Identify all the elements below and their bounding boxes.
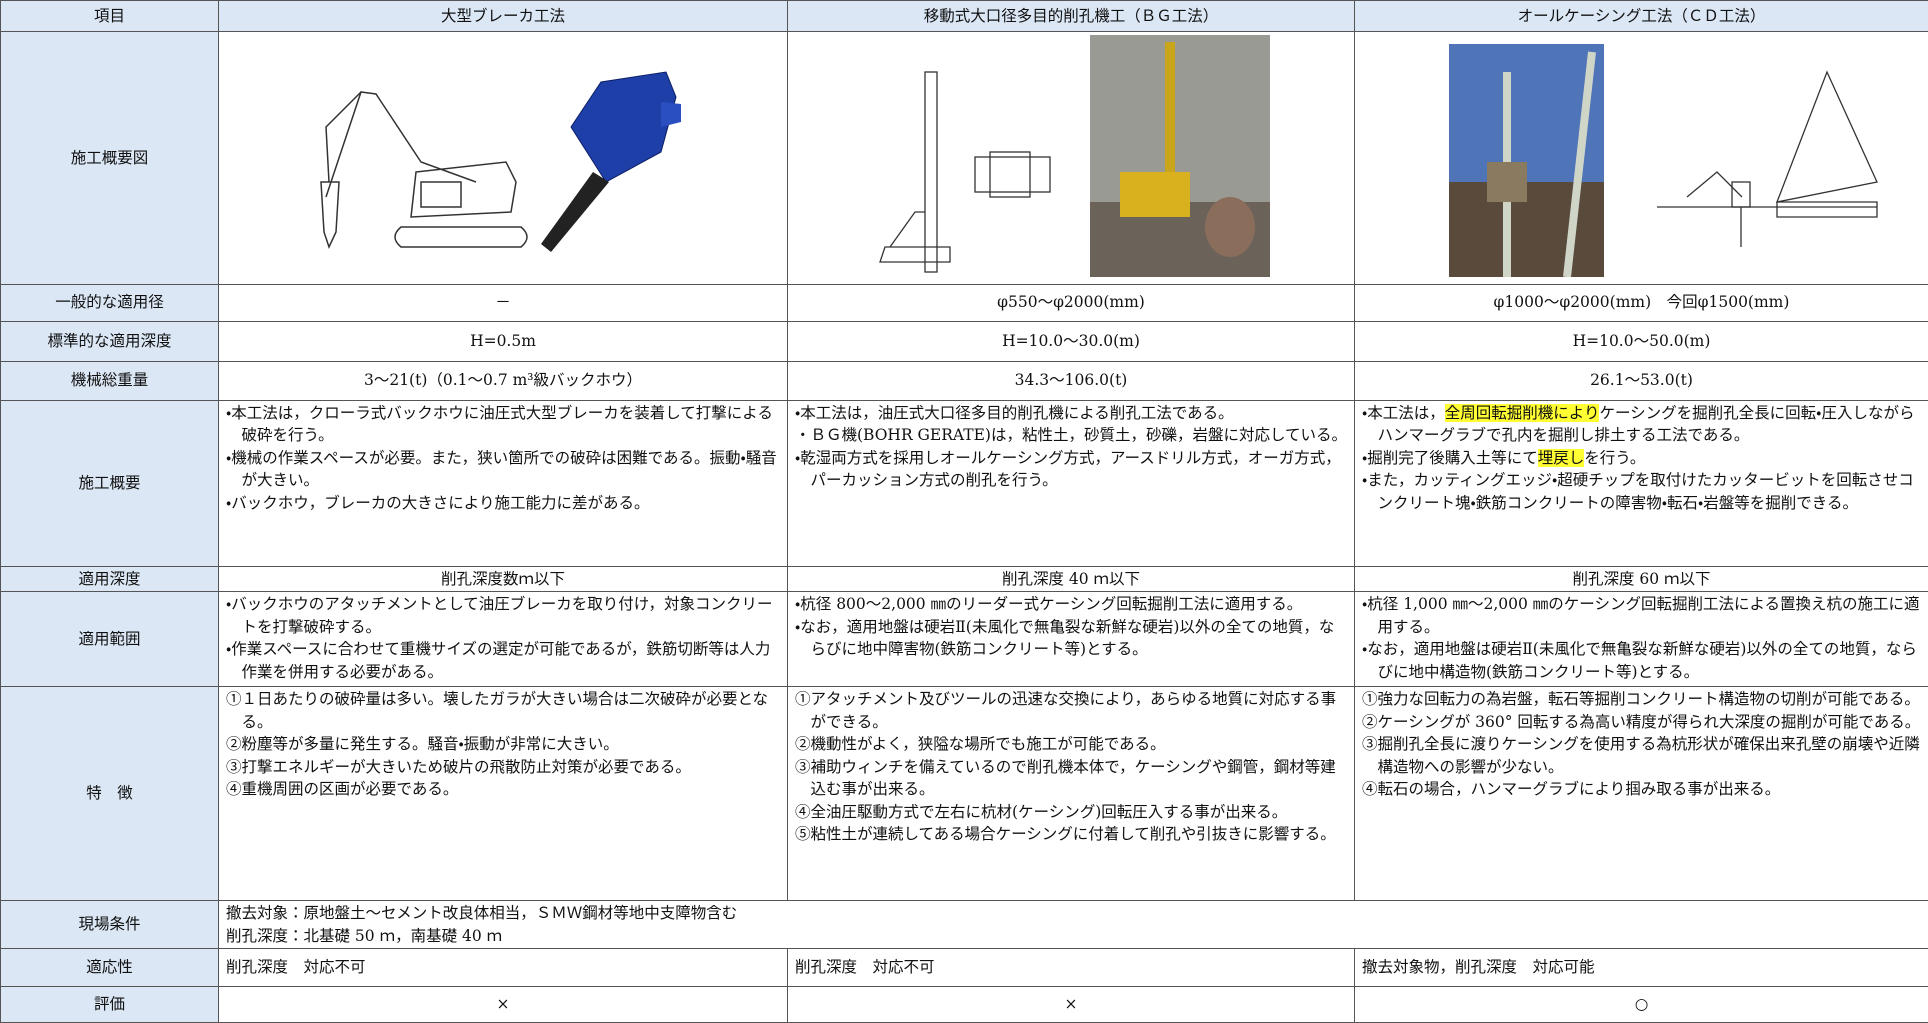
list-item: ・乾湿両方式を採用しオールケーシング方式，アースドリル方式，オーガ方式，パーカッ… (795, 447, 1347, 492)
list-item: ①強力な回転力の為岩盤，転石等掘削コンクリート構造物の切削が可能である。 (1362, 688, 1921, 711)
table-row: 評価××○ (1, 987, 1928, 1023)
cell: ・バックホウのアタッチメントとして油圧ブレーカを取り付け，対象コンクリートを打撃… (219, 592, 788, 687)
list-item: ・杭径 1,000 ㎜～2,000 ㎜のケーシング回転掘削工法による置換え杭の施… (1362, 593, 1921, 638)
list-item: ①１日あたりの破砕量は多い。壊したガラが大きい場合は二次破砕が必要となる。 (226, 688, 780, 733)
cell: 34.3～106.0(t) (788, 361, 1355, 400)
cell: ①アタッチメント及びツールの迅速な交換により，あらゆる地質に対応する事ができる。… (788, 687, 1355, 901)
list-item: ④重機周囲の区画が必要である。 (226, 778, 780, 801)
row-label: 施工概要図 (1, 32, 219, 285)
cell: φ550～φ2000(mm) (788, 284, 1355, 321)
row-label: 特 徴 (1, 687, 219, 901)
cell: ・杭径 1,000 ㎜～2,000 ㎜のケーシング回転掘削工法による置換え杭の施… (1355, 592, 1928, 687)
list-item: ・バックホウ，ブレーカの大きさにより施工能力に差がある。 (226, 492, 780, 515)
text-segment: を行う。 (1584, 449, 1645, 467)
list-item: ・ＢＧ機(BOHR GERATE)は，粘性土，砂質土，砂礫，岩盤に対応している。 (795, 424, 1347, 447)
list-item: ・作業スペースに合わせて重機サイズの選定が可能であるが，鉄筋切断等は人力作業を併… (226, 638, 780, 683)
row-label: 一般的な適用径 (1, 284, 219, 321)
list-item: ②粉塵等が多量に発生する。騒音・振動が非常に大きい。 (226, 733, 780, 756)
list-item: ③打撃エネルギーが大きいため破片の飛散防止対策が必要である。 (226, 756, 780, 779)
cell: ①１日あたりの破砕量は多い。壊したガラが大きい場合は二次破砕が必要となる。②粉塵… (219, 687, 788, 901)
highlighted-text: 埋戻し (1538, 449, 1585, 467)
list-item: ・なお，適用地盤は硬岩Ⅱ(未風化で無亀裂な新鮮な硬岩)以外の全ての地質，ならびに… (795, 616, 1347, 661)
header-cell: 大型ブレーカ工法 (219, 1, 788, 32)
cell: H=10.0～50.0(m) (1355, 321, 1928, 361)
cell: ・本工法は，クローラ式バックホウに油圧式大型ブレーカを装着して打撃による破砕を行… (219, 400, 788, 566)
row-label: 評価 (1, 987, 219, 1023)
list-item: ⑤粘性土が連続してある場合ケーシングに付着して削孔や引抜きに影響する。 (795, 823, 1347, 846)
cell: 削孔深度 対応不可 (788, 949, 1355, 987)
list-item: ④全油圧駆動方式で左右に杭材(ケーシング)回転圧入する事が出来る。 (795, 801, 1347, 824)
table-row: 一般的な適用径－φ550～φ2000(mm)φ1000～φ2000(mm) 今回… (1, 284, 1928, 321)
cell: ○ (1355, 987, 1928, 1023)
row-label: 適用範囲 (1, 592, 219, 687)
cell: － (219, 284, 788, 321)
cell: H=0.5m (219, 321, 788, 361)
cell: φ1000～φ2000(mm) 今回φ1500(mm) (1355, 284, 1928, 321)
cell: 撤去対象物，削孔深度 対応可能 (1355, 949, 1928, 987)
cell: 3～21(t)（0.1～0.7 m³級バックホウ） (219, 361, 788, 400)
list-item: ・バックホウのアタッチメントとして油圧ブレーカを取り付け，対象コンクリートを打撃… (226, 593, 780, 638)
row-label: 機械総重量 (1, 361, 219, 400)
row-label: 適用深度 (1, 566, 219, 592)
list-item: ③掘削孔全長に渡りケーシングを使用する為杭形状が確保出来孔壁の崩壊や近隣構造物へ… (1362, 733, 1921, 778)
list-item: ・掘削完了後購入土等にて埋戻しを行う。 (1362, 447, 1921, 470)
header-cell: 移動式大口径多目的削孔機工（ＢＧ工法） (788, 1, 1355, 32)
cell: ①強力な回転力の為岩盤，転石等掘削コンクリート構造物の切削が可能である。②ケーシ… (1355, 687, 1928, 901)
cell: ・本工法は，全周回転掘削機によりケーシングを掘削孔全長に回転・圧入しながらハンマ… (1355, 400, 1928, 566)
cell: 撤去対象：原地盤土～セメント改良体相当，ＳＭＷ鋼材等地中支障物含む削孔深度：北基… (219, 901, 1928, 949)
cell: × (219, 987, 788, 1023)
list-item: ・本工法は，全周回転掘削機によりケーシングを掘削孔全長に回転・圧入しながらハンマ… (1362, 402, 1921, 447)
row-label: 適応性 (1, 949, 219, 987)
list-item: ・本工法は，クローラ式バックホウに油圧式大型ブレーカを装着して打撃による破砕を行… (226, 402, 780, 447)
text-segment: ・掘削完了後購入土等にて (1362, 449, 1538, 467)
illustration-cell (788, 32, 1355, 285)
illustration-cell (219, 32, 788, 285)
table-row: 適用範囲・バックホウのアタッチメントとして油圧ブレーカを取り付け，対象コンクリー… (1, 592, 1928, 687)
row-label: 現場条件 (1, 901, 219, 949)
cell: 削孔深度 対応不可 (219, 949, 788, 987)
table-row: 適用深度削孔深度数ｍ以下削孔深度 40 ｍ以下削孔深度 60 ｍ以下 (1, 566, 1928, 592)
table-row: 施工概要図 (1, 32, 1928, 285)
header-cell: 項目 (1, 1, 219, 32)
bg-illustration (790, 32, 1353, 277)
table-row: 現場条件撤去対象：原地盤土～セメント改良体相当，ＳＭＷ鋼材等地中支障物含む削孔深… (1, 901, 1928, 949)
cell: H=10.0～30.0(m) (788, 321, 1355, 361)
list-item: 削孔深度：北基礎 50 ｍ，南基礎 40 ｍ (226, 925, 1921, 948)
header-row: 項目大型ブレーカ工法移動式大口径多目的削孔機工（ＢＧ工法）オールケーシング工法（… (1, 1, 1928, 32)
illustration-cell (1355, 32, 1928, 285)
cell: 26.1～53.0(t) (1355, 361, 1928, 400)
list-item: ・機械の作業スペースが必要。また，狭い箇所での破砕は困難である。振動・騒音が大き… (226, 447, 780, 492)
table-row: 施工概要・本工法は，クローラ式バックホウに油圧式大型ブレーカを装着して打撃による… (1, 400, 1928, 566)
list-item: ・なお，適用地盤は硬岩Ⅱ(未風化で無亀裂な新鮮な硬岩)以外の全ての地質，ならびに… (1362, 638, 1921, 683)
list-item: ①アタッチメント及びツールの迅速な交換により，あらゆる地質に対応する事ができる。 (795, 688, 1347, 733)
cell: 削孔深度数ｍ以下 (219, 566, 788, 592)
list-item: ・本工法は，油圧式大口径多目的削孔機による削孔工法である。 (795, 402, 1347, 425)
cell: ・本工法は，油圧式大口径多目的削孔機による削孔工法である。・ＢＧ機(BOHR G… (788, 400, 1355, 566)
list-item: ・また，カッティングエッジ・超硬チップを取付けたカッタービットを回転させコンクリ… (1362, 469, 1921, 514)
list-item: 撤去対象：原地盤土～セメント改良体相当，ＳＭＷ鋼材等地中支障物含む (226, 902, 1921, 925)
cell: 削孔深度 60 ｍ以下 (1355, 566, 1928, 592)
table-row: 適応性削孔深度 対応不可削孔深度 対応不可撤去対象物，削孔深度 対応可能 (1, 949, 1928, 987)
row-label: 施工概要 (1, 400, 219, 566)
header-cell: オールケーシング工法（ＣＤ工法） (1355, 1, 1928, 32)
list-item: ③補助ウィンチを備えているので削孔機本体で，ケーシングや鋼管，鋼材等建込む事が出… (795, 756, 1347, 801)
cell: × (788, 987, 1355, 1023)
list-item: ④転石の場合，ハンマーグラブにより掴み取る事が出来る。 (1362, 778, 1921, 801)
breaker-illustration (221, 32, 786, 277)
list-item: ・杭径 800～2,000 ㎜のリーダー式ケーシング回転掘削工法に適用する。 (795, 593, 1347, 616)
list-item: ②機動性がよく，狭隘な場所でも施工が可能である。 (795, 733, 1347, 756)
cell: 削孔深度 40 ｍ以下 (788, 566, 1355, 592)
row-label: 標準的な適用深度 (1, 321, 219, 361)
text-segment: ・本工法は， (1362, 404, 1445, 422)
list-item: ②ケーシングが 360° 回転する為高い精度が得られ大深度の掘削が可能である。 (1362, 711, 1921, 734)
highlighted-text: 全周回転掘削機により (1445, 404, 1600, 422)
cell: ・杭径 800～2,000 ㎜のリーダー式ケーシング回転掘削工法に適用する。・な… (788, 592, 1355, 687)
cd-illustration (1357, 32, 1927, 277)
